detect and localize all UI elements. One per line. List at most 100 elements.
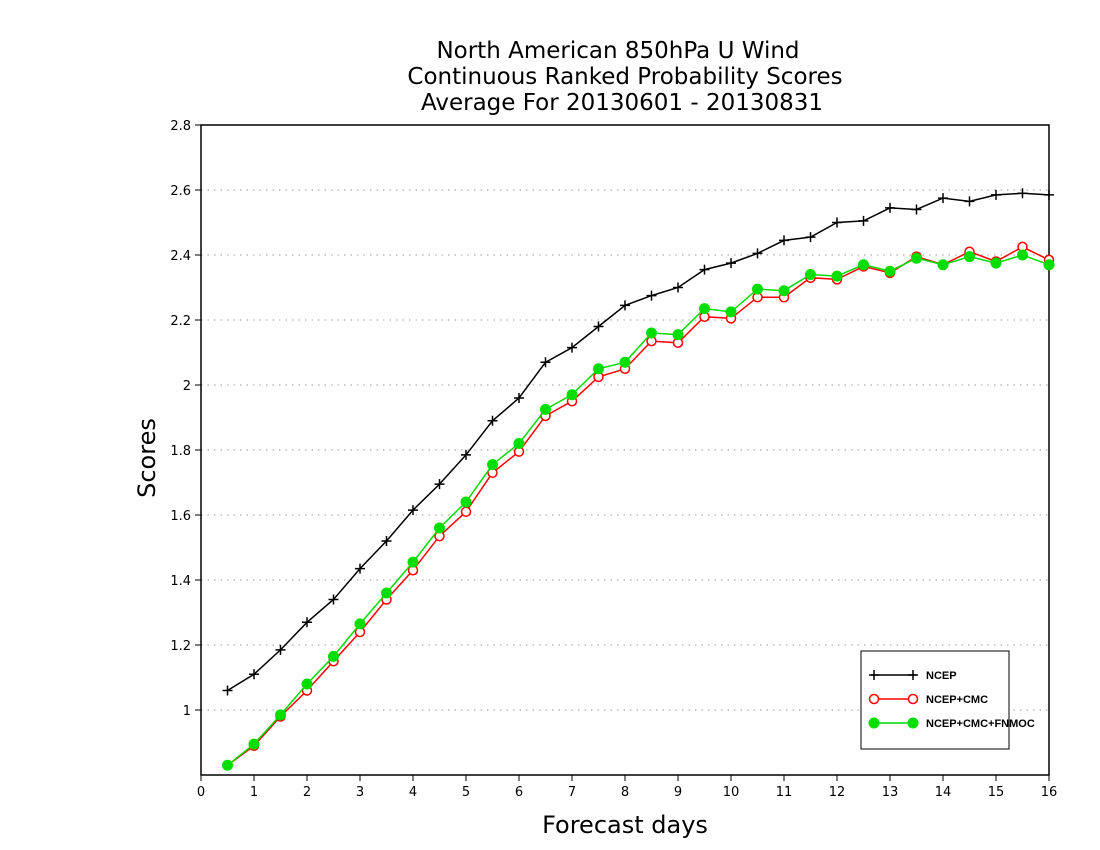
legend-label: NCEP [926,670,957,682]
legend-marker [868,693,880,705]
data-point-ncep-cmc-fnmoc [858,259,869,271]
x-tick-label: 5 [462,785,470,800]
data-point-ncep [328,594,339,605]
data-point-ncep-cmc-fnmoc [301,678,313,690]
data-point-ncep [726,258,736,269]
chart-title: North American 850hPa U Wind Continuous … [407,38,842,116]
data-point-ncep [487,415,498,426]
x-tick-label: 4 [409,785,417,800]
data-point-ncep [964,196,975,207]
data-point-ncep [832,217,842,228]
data-point-ncep [938,193,948,204]
series-ncep [222,188,1054,696]
data-point-ncep [752,248,763,259]
data-point-ncep-cmc-fnmoc [619,356,631,368]
data-point-ncep-cmc-fnmoc [778,285,790,297]
y-tick-label: 1 [183,704,191,719]
data-point-ncep [355,563,365,574]
legend-box [860,650,1010,750]
data-point-ncep-cmc-fnmoc [752,283,763,295]
data-point-ncep [858,215,869,226]
x-tick-label: 13 [882,785,899,800]
legend-marker [869,670,879,680]
data-point-ncep [302,617,312,628]
data-point-ncep-cmc-fnmoc [434,522,445,534]
data-point-ncep [991,189,1001,200]
x-tick-label: 8 [621,785,629,800]
y-tick-label: 1.6 [170,509,191,524]
data-point-ncep-cmc-fnmoc [990,257,1002,269]
y-tick-label: 2.8 [170,119,191,134]
legend-marker [908,670,918,680]
data-point-ncep-cmc-fnmoc [725,306,737,318]
y-tick-label: 1.4 [170,574,191,589]
x-axis-title: Forecast days [542,811,708,839]
x-tick-label: 3 [356,785,364,800]
x-axis-ticks: 0 1 2 3 4 5 6 7 8 9 10 11 12 13 14 15 16 [197,775,1057,800]
data-point-ncep [1044,189,1054,200]
data-point-ncep [1017,188,1028,199]
x-tick-label: 7 [568,785,576,800]
data-point-ncep-cmc-fnmoc [381,587,392,599]
data-point-ncep [408,505,418,516]
x-tick-label: 15 [988,785,1005,800]
y-tick-label: 2 [183,379,191,394]
x-tick-label: 11 [776,785,793,800]
data-point-ncep-cmc-fnmoc [540,403,551,415]
y-axis-title: Scores [133,418,161,498]
data-point-ncep-cmc-fnmoc [407,556,419,568]
y-tick-label: 1.2 [170,639,191,654]
data-point-ncep [461,449,471,460]
data-point-ncep-cmc-fnmoc [222,759,233,771]
series-ncep-cmc [222,241,1055,771]
data-point-ncep-cmc-fnmoc [275,709,286,721]
data-point-ncep-cmc-fnmoc [593,363,604,375]
data-point-ncep-cmc-fnmoc [328,650,339,662]
x-tick-label: 1 [250,785,258,800]
y-tick-label: 2.2 [170,314,191,329]
data-point-ncep-cmc-fnmoc [646,327,657,339]
x-tick-label: 0 [197,785,205,800]
data-point-ncep-cmc-fnmoc [354,618,366,630]
data-point-ncep [249,669,259,680]
series-line-ncep [227,192,1050,692]
data-point-ncep [514,393,524,403]
data-series [222,188,1055,771]
data-point-ncep-cmc-fnmoc [672,329,684,341]
data-point-ncep [593,321,604,332]
data-point-ncep [673,282,683,293]
title-line-1: North American 850hPa U Wind [436,38,799,64]
data-point-ncep [779,235,789,246]
data-point-ncep [620,300,630,311]
data-point-ncep-cmc-fnmoc [937,259,949,271]
data-point-ncep-cmc-fnmoc [1017,249,1028,261]
data-point-ncep [434,479,445,490]
grid-lines [201,189,1049,711]
data-point-ncep-cmc-fnmoc [964,251,975,263]
legend: NCEP NCEP+CMC NCEP+CMC+FNMOC [860,650,1035,750]
y-tick-label: 2.6 [170,184,191,199]
data-point-ncep-cmc [460,506,472,517]
legend-label: NCEP+CMC [926,694,988,706]
data-point-ncep-cmc-fnmoc [487,459,498,471]
data-point-ncep [699,264,710,275]
data-point-ncep-cmc-fnmoc [911,252,922,264]
legend-marker [907,693,919,705]
data-point-ncep-cmc-fnmoc [805,269,816,280]
legend-item-ncep: NCEP [869,670,957,682]
legend-marker [868,717,880,729]
data-point-ncep-cmc-fnmoc [460,496,472,508]
legend-item-ncep-cmc-fnmoc: NCEP+CMC+FNMOC [868,717,1035,730]
data-point-ncep [805,232,816,243]
data-point-ncep-cmc-fnmoc [513,438,525,449]
x-tick-label: 2 [303,785,311,800]
x-tick-label: 16 [1041,785,1058,800]
data-point-ncep [381,536,392,546]
legend-items: NCEP NCEP+CMC NCEP+CMC+FNMOC [868,670,1035,730]
legend-marker [907,717,919,729]
y-axis-ticks: 1 1.2 1.4 1.6 1.8 2 2.2 2.4 2.6 2.8 [170,119,201,719]
data-point-ncep-cmc-fnmoc [831,270,843,282]
data-point-ncep-cmc-fnmoc [699,303,710,315]
data-point-ncep-cmc-fnmoc [1043,259,1055,271]
